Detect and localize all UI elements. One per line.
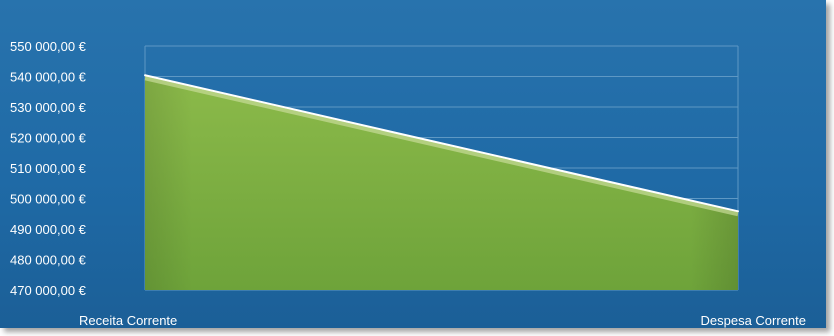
y-tick-label: 550 000,00 € [10, 39, 87, 54]
y-tick-label: 510 000,00 € [10, 161, 87, 176]
y-tick-label: 540 000,00 € [10, 70, 87, 85]
y-tick-label: 520 000,00 € [10, 131, 87, 146]
y-tick-label: 530 000,00 € [10, 100, 87, 115]
y-tick-label: 500 000,00 € [10, 192, 87, 207]
y-tick-label: 490 000,00 € [10, 222, 87, 237]
y-tick-label: 470 000,00 € [10, 283, 87, 298]
area-highlight [144, 76, 739, 217]
data-point-1 [737, 210, 739, 213]
x-tick-label: Despesa Corrente [701, 313, 807, 328]
x-axis: Receita Corrente Despesa Corrente [79, 313, 806, 328]
x-tick-label: Receita Corrente [79, 313, 177, 328]
data-point-0 [144, 74, 146, 77]
area-shading [145, 75, 738, 290]
y-tick-label: 480 000,00 € [10, 253, 87, 268]
area-top-line [144, 74, 739, 213]
area-layer [144, 74, 739, 290]
y-axis: 550 000,00 € 540 000,00 € 530 000,00 € 520 … [10, 39, 87, 298]
